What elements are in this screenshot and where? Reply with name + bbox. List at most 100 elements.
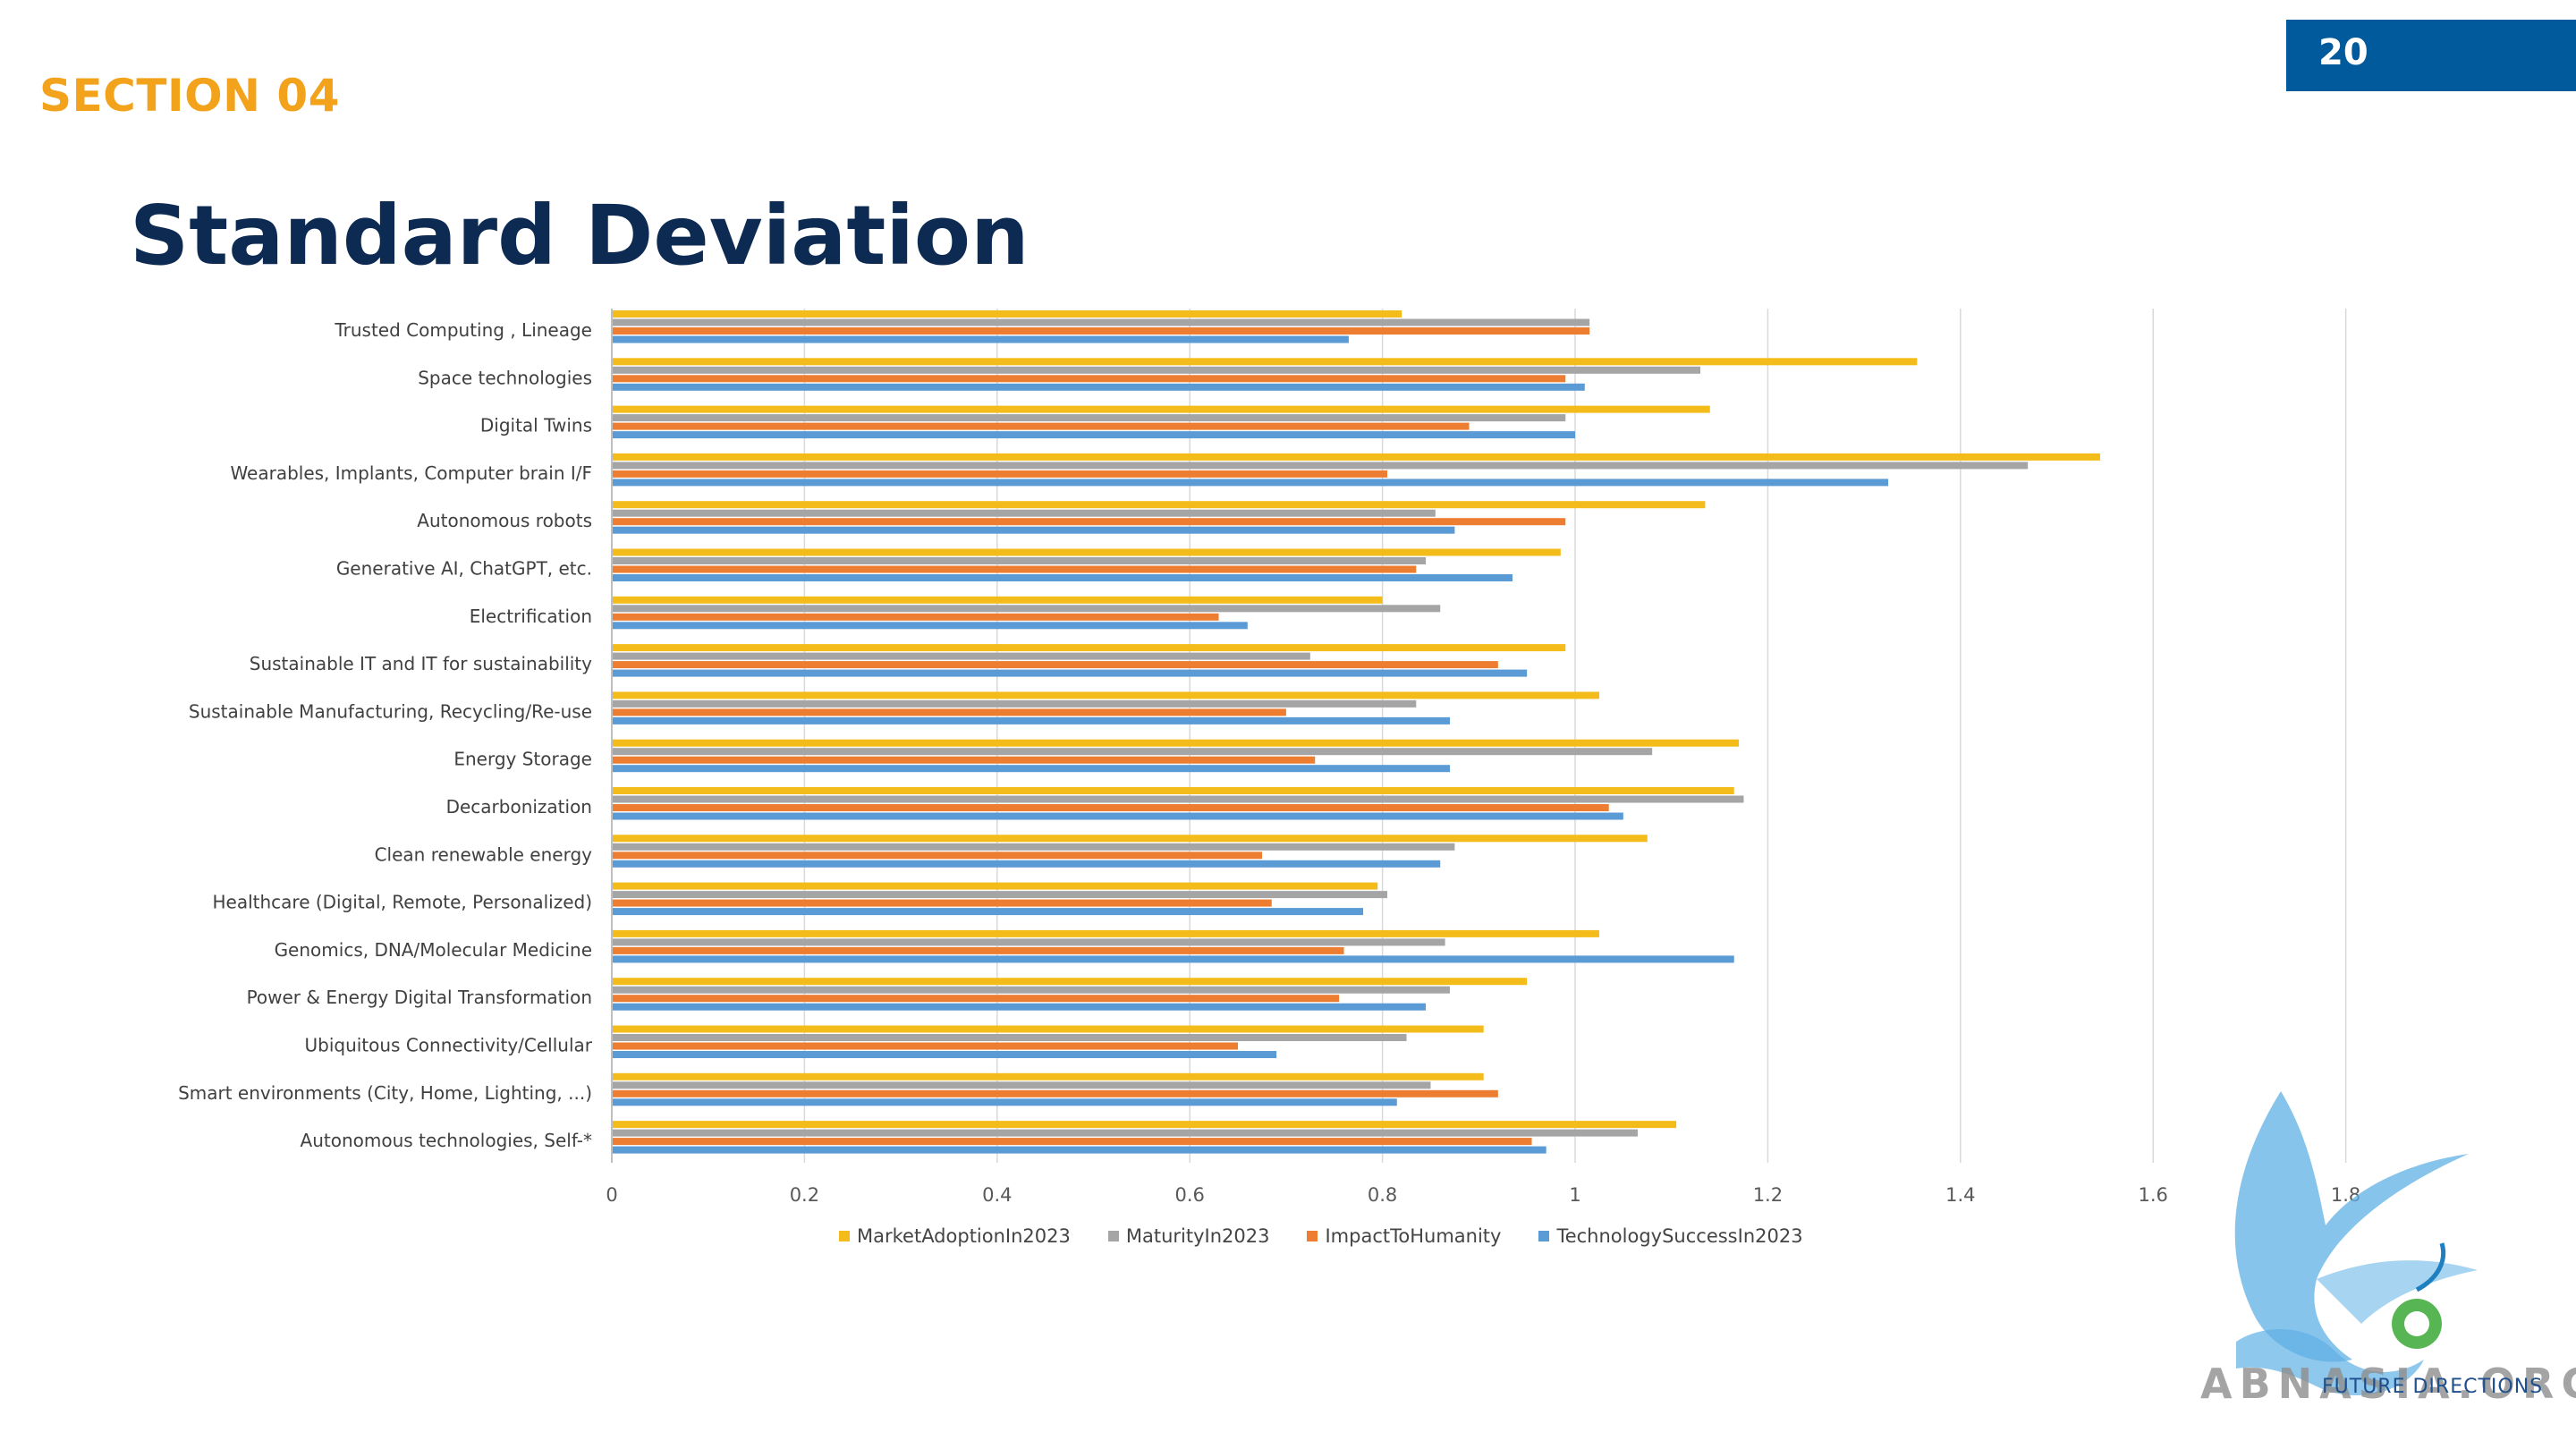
- bar-MarketAdoptionIn2023: [612, 929, 1599, 937]
- bar-MaturityIn2023: [612, 1081, 1431, 1089]
- legend-item: MarketAdoptionIn2023: [839, 1225, 1071, 1247]
- bar-TechnologySuccessIn2023: [612, 1003, 1427, 1011]
- bar-ImpactToHumanity: [612, 470, 1387, 478]
- category-label: Smart environments (City, Home, Lighting…: [178, 1082, 592, 1104]
- legend-label: MarketAdoptionIn2023: [857, 1225, 1071, 1247]
- bar-MaturityIn2023: [612, 318, 1590, 326]
- page-number-badge: 20: [2286, 20, 2576, 91]
- bar-MaturityIn2023: [612, 509, 1436, 517]
- category-label: Wearables, Implants, Computer brain I/F: [230, 462, 592, 484]
- category-label: Autonomous technologies, Self-*: [301, 1130, 592, 1151]
- bar-TechnologySuccessIn2023: [612, 716, 1450, 724]
- bar-MaturityIn2023: [612, 557, 1427, 564]
- x-tick-label: 0.8: [1368, 1184, 1397, 1206]
- legend-label: MaturityIn2023: [1125, 1225, 1270, 1247]
- bar-MarketAdoptionIn2023: [612, 739, 1740, 747]
- bar-MaturityIn2023: [612, 462, 2029, 470]
- bar-MaturityIn2023: [612, 986, 1450, 994]
- bar-MarketAdoptionIn2023: [612, 1121, 1677, 1129]
- category-label: Sustainable IT and IT for sustainability: [250, 653, 592, 674]
- bar-ImpactToHumanity: [612, 1042, 1239, 1050]
- bar-MaturityIn2023: [612, 891, 1387, 899]
- category-label: Sustainable Manufacturing, Recycling/Re-…: [189, 700, 592, 722]
- bar-MaturityIn2023: [612, 366, 1701, 374]
- bar-MaturityIn2023: [612, 414, 1566, 422]
- category-label: Electrification: [470, 606, 592, 627]
- bar-MarketAdoptionIn2023: [612, 691, 1599, 699]
- bar-MaturityIn2023: [612, 652, 1310, 660]
- bar-MarketAdoptionIn2023: [612, 310, 1402, 318]
- category-label: Clean renewable energy: [375, 843, 593, 865]
- category-label: Healthcare (Digital, Remote, Personalize…: [212, 892, 592, 913]
- bar-TechnologySuccessIn2023: [612, 812, 1623, 820]
- bar-TechnologySuccessIn2023: [612, 669, 1528, 677]
- bar-TechnologySuccessIn2023: [612, 860, 1441, 868]
- bar-TechnologySuccessIn2023: [612, 1051, 1277, 1058]
- bar-MaturityIn2023: [612, 605, 1441, 613]
- bar-ImpactToHumanity: [612, 995, 1340, 1003]
- bar-TechnologySuccessIn2023: [612, 383, 1585, 391]
- bar-MaturityIn2023: [612, 748, 1653, 756]
- bar-ImpactToHumanity: [612, 1089, 1498, 1097]
- bar-ImpactToHumanity: [612, 375, 1566, 383]
- bar-MarketAdoptionIn2023: [612, 501, 1706, 509]
- bar-MarketAdoptionIn2023: [612, 644, 1566, 652]
- legend-item: TechnologySuccessIn2023: [1538, 1225, 1803, 1247]
- bar-MaturityIn2023: [612, 1129, 1639, 1137]
- bar-MarketAdoptionIn2023: [612, 548, 1561, 556]
- x-tick-label: 1.4: [1945, 1184, 1975, 1206]
- bar-TechnologySuccessIn2023: [612, 765, 1450, 773]
- abnasia-phoenix-logo-icon: [2234, 1091, 2478, 1395]
- bar-TechnologySuccessIn2023: [612, 622, 1248, 630]
- bar-MarketAdoptionIn2023: [612, 405, 1710, 413]
- chart-legend: MarketAdoptionIn2023 MaturityIn2023 Impact…: [839, 1225, 1803, 1247]
- legend-item: MaturityIn2023: [1107, 1225, 1270, 1247]
- category-label: Power & Energy Digital Transformation: [247, 987, 592, 1008]
- logo-subtext: FUTURE DIRECTIONS: [2322, 1376, 2544, 1398]
- x-tick-label: 1.6: [2138, 1184, 2167, 1206]
- bar-TechnologySuccessIn2023: [612, 955, 1734, 963]
- bar-ImpactToHumanity: [612, 899, 1272, 907]
- x-tick-label: 0.6: [1174, 1184, 1204, 1206]
- bar-MaturityIn2023: [612, 843, 1455, 851]
- x-tick-label: 1.2: [1753, 1184, 1783, 1206]
- page-number: 20: [2318, 32, 2368, 73]
- bar-MaturityIn2023: [612, 699, 1417, 708]
- x-tick-label: 0.2: [790, 1184, 819, 1206]
- legend-swatch: [839, 1231, 850, 1241]
- category-label: Generative AI, ChatGPT, etc.: [336, 558, 592, 580]
- bar-TechnologySuccessIn2023: [612, 431, 1575, 439]
- bar-ImpactToHumanity: [612, 565, 1417, 573]
- bar-MarketAdoptionIn2023: [612, 787, 1734, 794]
- bar-MarketAdoptionIn2023: [612, 882, 1378, 890]
- logo-text: ABNASIA.ORG: [2200, 1360, 2576, 1408]
- category-label: Trusted Computing , Lineage: [334, 319, 592, 341]
- legend-item: ImpactToHumanity: [1307, 1225, 1501, 1247]
- bar-MaturityIn2023: [612, 1034, 1407, 1041]
- bar-ImpactToHumanity: [612, 946, 1344, 954]
- category-label: Decarbonization: [446, 796, 592, 818]
- bar-ImpactToHumanity: [612, 708, 1286, 716]
- bar-ImpactToHumanity: [612, 661, 1498, 669]
- bar-ImpactToHumanity: [612, 852, 1262, 860]
- x-tick-label: 0.4: [982, 1184, 1012, 1206]
- bar-MaturityIn2023: [612, 938, 1445, 946]
- bar-ImpactToHumanity: [612, 804, 1609, 811]
- bar-MarketAdoptionIn2023: [612, 596, 1383, 604]
- category-label: Digital Twins: [480, 415, 592, 436]
- bar-TechnologySuccessIn2023: [612, 526, 1455, 534]
- page-title: Standard Deviation: [130, 188, 1030, 284]
- bar-TechnologySuccessIn2023: [612, 335, 1349, 343]
- category-label: Space technologies: [418, 367, 592, 388]
- section-label: SECTION 04: [39, 70, 340, 122]
- bar-ImpactToHumanity: [612, 1138, 1532, 1146]
- bar-ImpactToHumanity: [612, 422, 1470, 430]
- bar-ImpactToHumanity: [612, 756, 1316, 764]
- x-tick-label: 1: [1569, 1184, 1580, 1206]
- legend-label: ImpactToHumanity: [1325, 1225, 1502, 1247]
- legend-label: TechnologySuccessIn2023: [1556, 1225, 1803, 1247]
- category-label: Energy Storage: [453, 749, 592, 770]
- bar-TechnologySuccessIn2023: [612, 1146, 1546, 1154]
- bar-TechnologySuccessIn2023: [612, 1098, 1397, 1106]
- legend-swatch: [1538, 1231, 1550, 1241]
